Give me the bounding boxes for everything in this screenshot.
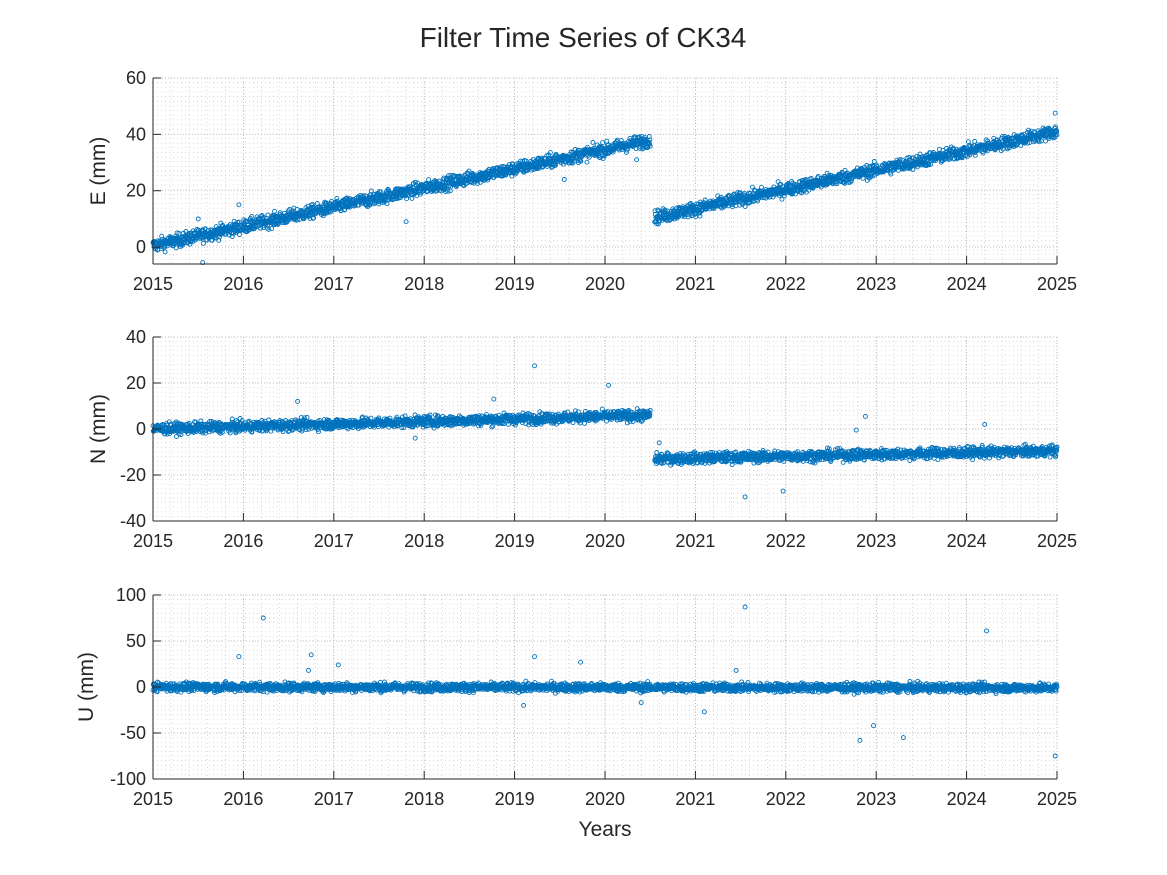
east-component-axes: 2015 2016 2017 2018 2019 2020 2021 2022 2023 2024… [87,68,1077,294]
x-tick-label: 2024 [947,274,987,294]
data-point [258,225,264,231]
y-tick-label: 60 [126,68,146,88]
x-tick-label: 2016 [223,274,263,294]
data-point [759,184,764,190]
data-point [334,195,340,201]
x-tick-label: 2020 [585,274,625,294]
data-point [368,188,374,194]
y-axis-label: E (mm) [87,137,110,206]
data-point [590,139,596,145]
data-point [200,240,206,246]
data-point [249,214,255,219]
data-point [742,190,748,196]
x-tick-label: 2017 [314,274,354,294]
y-tick-label: 40 [126,124,146,144]
data-point [742,204,748,209]
data-point [544,163,550,169]
data-point [409,195,415,201]
data-point [647,137,653,143]
data-point [779,196,785,202]
x-tick-label: 2025 [1037,274,1077,294]
data-point [578,158,584,164]
data-point [697,213,703,219]
data-point [618,138,624,143]
data-point [272,208,277,214]
data-point [173,245,179,251]
data-points [150,110,1060,266]
data-point [647,143,653,149]
data-point [275,221,281,227]
data-point [646,134,652,139]
data-point [265,212,271,218]
data-point [159,233,165,239]
data-point [266,226,272,232]
x-tick-label: 2018 [404,274,444,294]
data-point [445,188,451,194]
x-tick-label: 2023 [856,274,896,294]
data-point [311,215,317,221]
data-point [344,195,350,201]
data-point [162,249,168,255]
data-point [344,204,350,210]
data-point [290,208,296,214]
data-point [466,168,472,174]
data-point [190,239,195,245]
data-point [454,182,460,188]
data-point [586,154,592,160]
data-point [460,182,466,188]
data-point [367,202,373,208]
x-tick-label: 2015 [133,274,173,294]
y-tick-label: 20 [126,181,146,201]
data-point [176,230,182,236]
data-point [584,159,590,165]
y-tick-label: 0 [136,237,146,257]
data-point [269,226,274,232]
x-tick-label: 2021 [675,274,715,294]
data-point [509,164,514,170]
data-point [199,235,205,241]
data-point [547,150,553,156]
x-tick-label: 2022 [766,274,806,294]
data-point [552,163,558,169]
x-tick-label: 2019 [495,274,535,294]
data-point [229,234,235,239]
data-point [600,140,606,146]
data-point [412,179,418,185]
data-point [655,207,661,213]
data-point [443,189,448,194]
data-point [310,202,316,208]
data-point [434,188,440,194]
figure-title: Filter Time Series of CK34 [420,22,747,53]
data-point [725,203,731,209]
